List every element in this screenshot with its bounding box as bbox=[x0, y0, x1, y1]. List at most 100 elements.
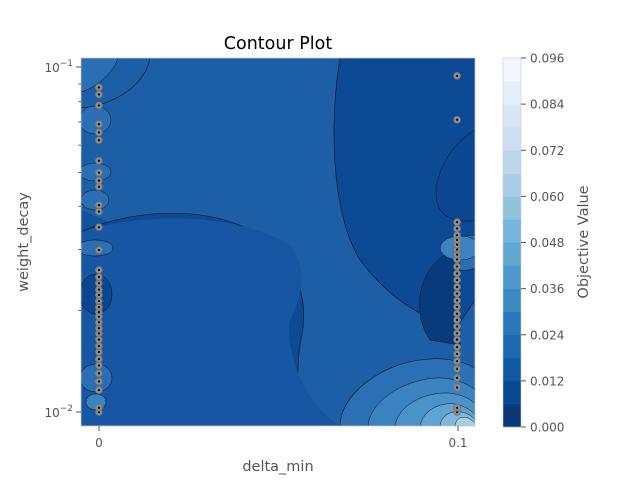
trial-point-center bbox=[97, 268, 101, 272]
trial-point-center bbox=[455, 299, 459, 302]
colorbar-ticks: 0.000 0.012 0.024 0.036 0.048 0.060 0.072 0.084… bbox=[521, 52, 564, 435]
colorbar-band bbox=[503, 311, 521, 336]
trial-point-center bbox=[97, 350, 101, 354]
colorbar-tick-label: 0.096 bbox=[530, 52, 564, 66]
trial-point-center bbox=[97, 282, 101, 285]
trial-point-center bbox=[455, 234, 459, 237]
trial-point-center bbox=[97, 159, 101, 162]
trial-point-center bbox=[455, 285, 459, 289]
x-tick-label: 0 bbox=[95, 436, 103, 450]
trial-point-center bbox=[455, 386, 459, 389]
trial-point-center bbox=[97, 372, 101, 375]
trial-point-center bbox=[455, 325, 459, 328]
colorbar-tick-label: 0.036 bbox=[530, 282, 564, 296]
trial-point-center bbox=[455, 243, 459, 246]
colorbar-band bbox=[503, 265, 521, 289]
colorbar-band bbox=[503, 357, 521, 382]
trial-point-center bbox=[455, 227, 459, 230]
colorbar-band bbox=[503, 288, 521, 312]
trial-point-center bbox=[97, 226, 101, 229]
y-tick-exponent: −1 bbox=[60, 59, 73, 69]
colorbar-band bbox=[503, 380, 521, 405]
trial-point-center bbox=[97, 380, 101, 383]
trial-point-center bbox=[455, 406, 459, 409]
colorbar-band bbox=[503, 150, 521, 174]
trial-point-center bbox=[455, 272, 459, 275]
colorbar-band bbox=[503, 104, 521, 128]
trial-point-center bbox=[455, 346, 459, 349]
x-axis: 0 0.1 delta_min bbox=[95, 426, 468, 475]
colorbar-tick-label: 0.024 bbox=[530, 328, 564, 342]
trial-point-center bbox=[455, 332, 459, 335]
colorbar-band bbox=[503, 334, 521, 359]
x-axis-label: delta_min bbox=[242, 459, 313, 475]
trial-point-center bbox=[97, 300, 101, 303]
contour-region bbox=[419, 254, 461, 346]
trial-point-center bbox=[455, 278, 459, 282]
trial-point-center bbox=[97, 305, 101, 309]
colorbar-band bbox=[503, 403, 521, 428]
trial-point-center bbox=[455, 352, 459, 356]
trial-point-center bbox=[455, 74, 459, 78]
trial-point-center bbox=[97, 345, 101, 348]
trial-point-center bbox=[97, 171, 101, 174]
trial-point-center bbox=[97, 364, 101, 367]
contour-region bbox=[81, 105, 112, 135]
trial-point-center bbox=[455, 258, 459, 261]
trial-point-center bbox=[455, 265, 459, 268]
trial-point-center bbox=[97, 275, 101, 279]
x-tick-label: 0.1 bbox=[448, 436, 467, 450]
y-minor-ticks bbox=[78, 83, 81, 312]
trial-point-center bbox=[97, 248, 101, 252]
trial-point-center bbox=[97, 332, 101, 335]
trial-point-center bbox=[97, 410, 101, 414]
colorbar-band bbox=[503, 219, 521, 243]
trial-point-center bbox=[97, 179, 101, 182]
plot-area bbox=[81, 58, 475, 426]
trial-point-center bbox=[97, 139, 101, 142]
trial-point-center bbox=[455, 292, 459, 295]
trial-point-center bbox=[97, 204, 101, 207]
y-axis-label: weight_decay bbox=[16, 192, 32, 292]
colorbar-band bbox=[503, 242, 521, 266]
trial-point-center bbox=[97, 185, 101, 188]
trial-point-center bbox=[455, 118, 459, 121]
trial-point-center bbox=[97, 210, 101, 213]
trial-point-center bbox=[455, 248, 459, 251]
trial-point-center bbox=[455, 305, 459, 309]
y-tick-label: 10−1 bbox=[44, 59, 73, 75]
trial-point-center bbox=[97, 357, 101, 361]
trial-point-center bbox=[97, 406, 101, 409]
colorbar-tick-label: 0.012 bbox=[530, 374, 564, 388]
contour-region bbox=[81, 239, 114, 257]
trial-point-center bbox=[97, 122, 101, 126]
trial-point-center bbox=[97, 389, 101, 392]
colorbar: 0.000 0.012 0.024 0.036 0.048 0.060 0.072 0.084… bbox=[502, 52, 592, 435]
y-tick-base: 10 bbox=[44, 406, 59, 420]
trial-point-center bbox=[455, 367, 459, 370]
trial-point-center bbox=[97, 311, 101, 314]
colorbar-band bbox=[503, 173, 521, 197]
trial-point-center bbox=[455, 312, 459, 315]
trial-point-center bbox=[97, 86, 101, 89]
y-tick-label: 10−2 bbox=[44, 404, 73, 420]
trial-point-center bbox=[97, 315, 101, 318]
trial-point-center bbox=[97, 293, 101, 297]
trial-point-center bbox=[97, 288, 101, 291]
colorbar-tick-label: 0.048 bbox=[530, 236, 564, 250]
plot-frame bbox=[80, 57, 476, 427]
contour-region bbox=[81, 218, 340, 426]
y-tick-base: 10 bbox=[44, 61, 59, 75]
trial-point-center bbox=[455, 318, 459, 322]
contour-region bbox=[435, 129, 475, 222]
colorbar-tick-label: 0.084 bbox=[530, 98, 564, 112]
trial-point-center bbox=[97, 104, 101, 107]
contour-region bbox=[81, 189, 110, 211]
colorbar-tick-label: 0.060 bbox=[530, 190, 564, 204]
colorbar-band bbox=[503, 58, 521, 82]
trial-points bbox=[95, 72, 461, 416]
chart-title: Contour Plot bbox=[224, 34, 333, 54]
y-tick-exponent: −2 bbox=[60, 404, 73, 414]
